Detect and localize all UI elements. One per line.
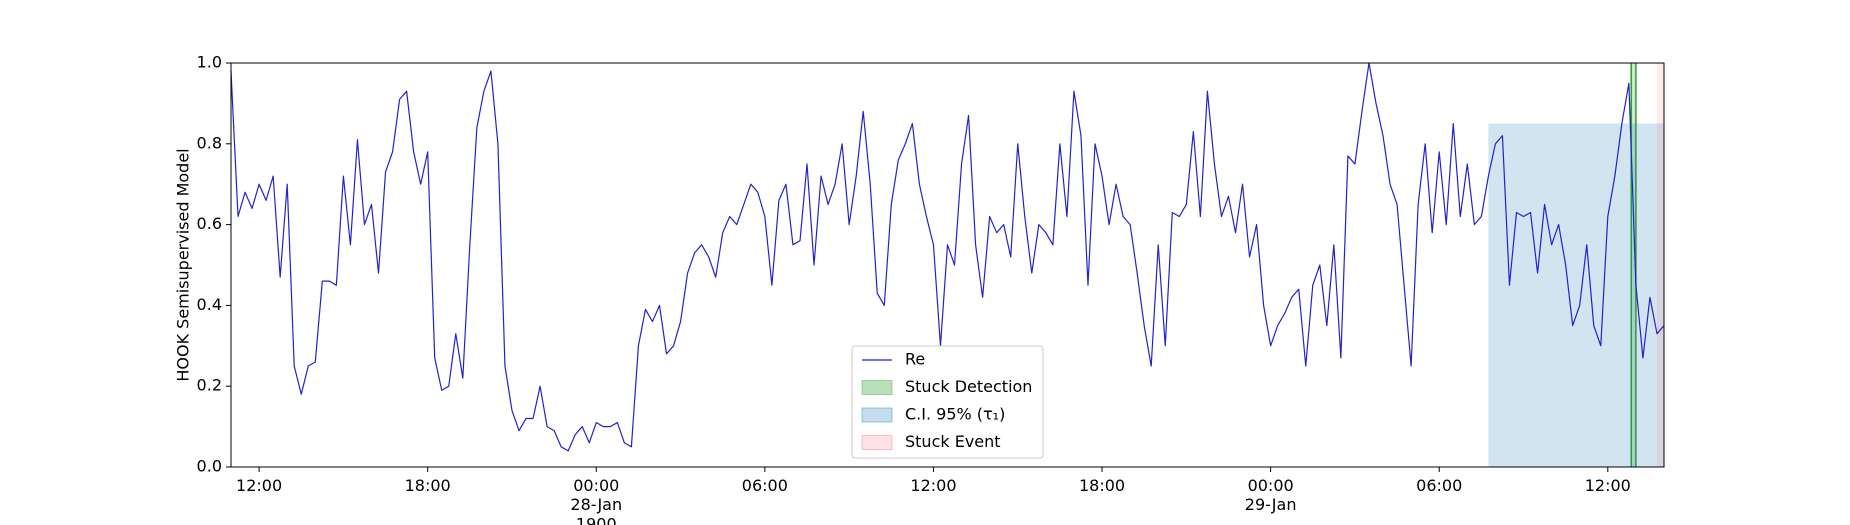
x-tick-label: 06:00 <box>742 476 788 495</box>
band <box>1631 63 1636 467</box>
legend-swatch <box>861 380 893 395</box>
x-tick-label: 18:00 <box>1079 476 1125 495</box>
band <box>1656 63 1664 467</box>
y-tick-label: 1.0 <box>197 53 222 72</box>
x-tick-label: 00:00 29-Jan <box>1245 476 1297 514</box>
y-tick-label: 0.2 <box>197 376 222 395</box>
y-tick-label: 0.6 <box>197 214 222 233</box>
legend-label: Re <box>905 350 925 369</box>
legend-label: Stuck Event <box>905 432 1001 451</box>
x-tick-label: 06:00 <box>1416 476 1462 495</box>
legend-label: C.I. 95% (τ₁) <box>905 405 1005 424</box>
data-line <box>230 62 1665 452</box>
band <box>1488 123 1664 467</box>
legend-frame <box>851 345 1044 459</box>
x-tick-label: 12:00 <box>236 476 282 495</box>
y-axis-label: HOOK Semisupervised Model <box>174 148 193 381</box>
legend-label: Stuck Detection <box>905 377 1032 396</box>
x-tick-label: 18:00 <box>405 476 451 495</box>
plot-frame <box>230 62 1665 468</box>
y-tick-label: 0.0 <box>197 457 222 476</box>
x-tick-label: 12:00 <box>1585 476 1631 495</box>
legend: Re Stuck Detection C.I. 95% (τ₁) Stuck Even… <box>851 345 1044 459</box>
legend-swatch <box>861 407 893 423</box>
x-tick-label: 00:00 28-Jan 1900 <box>570 476 622 525</box>
y-tick-label: 0.8 <box>197 133 222 152</box>
legend-swatch <box>861 435 893 450</box>
y-tick-label: 0.4 <box>197 295 222 314</box>
x-tick-label: 12:00 <box>910 476 956 495</box>
